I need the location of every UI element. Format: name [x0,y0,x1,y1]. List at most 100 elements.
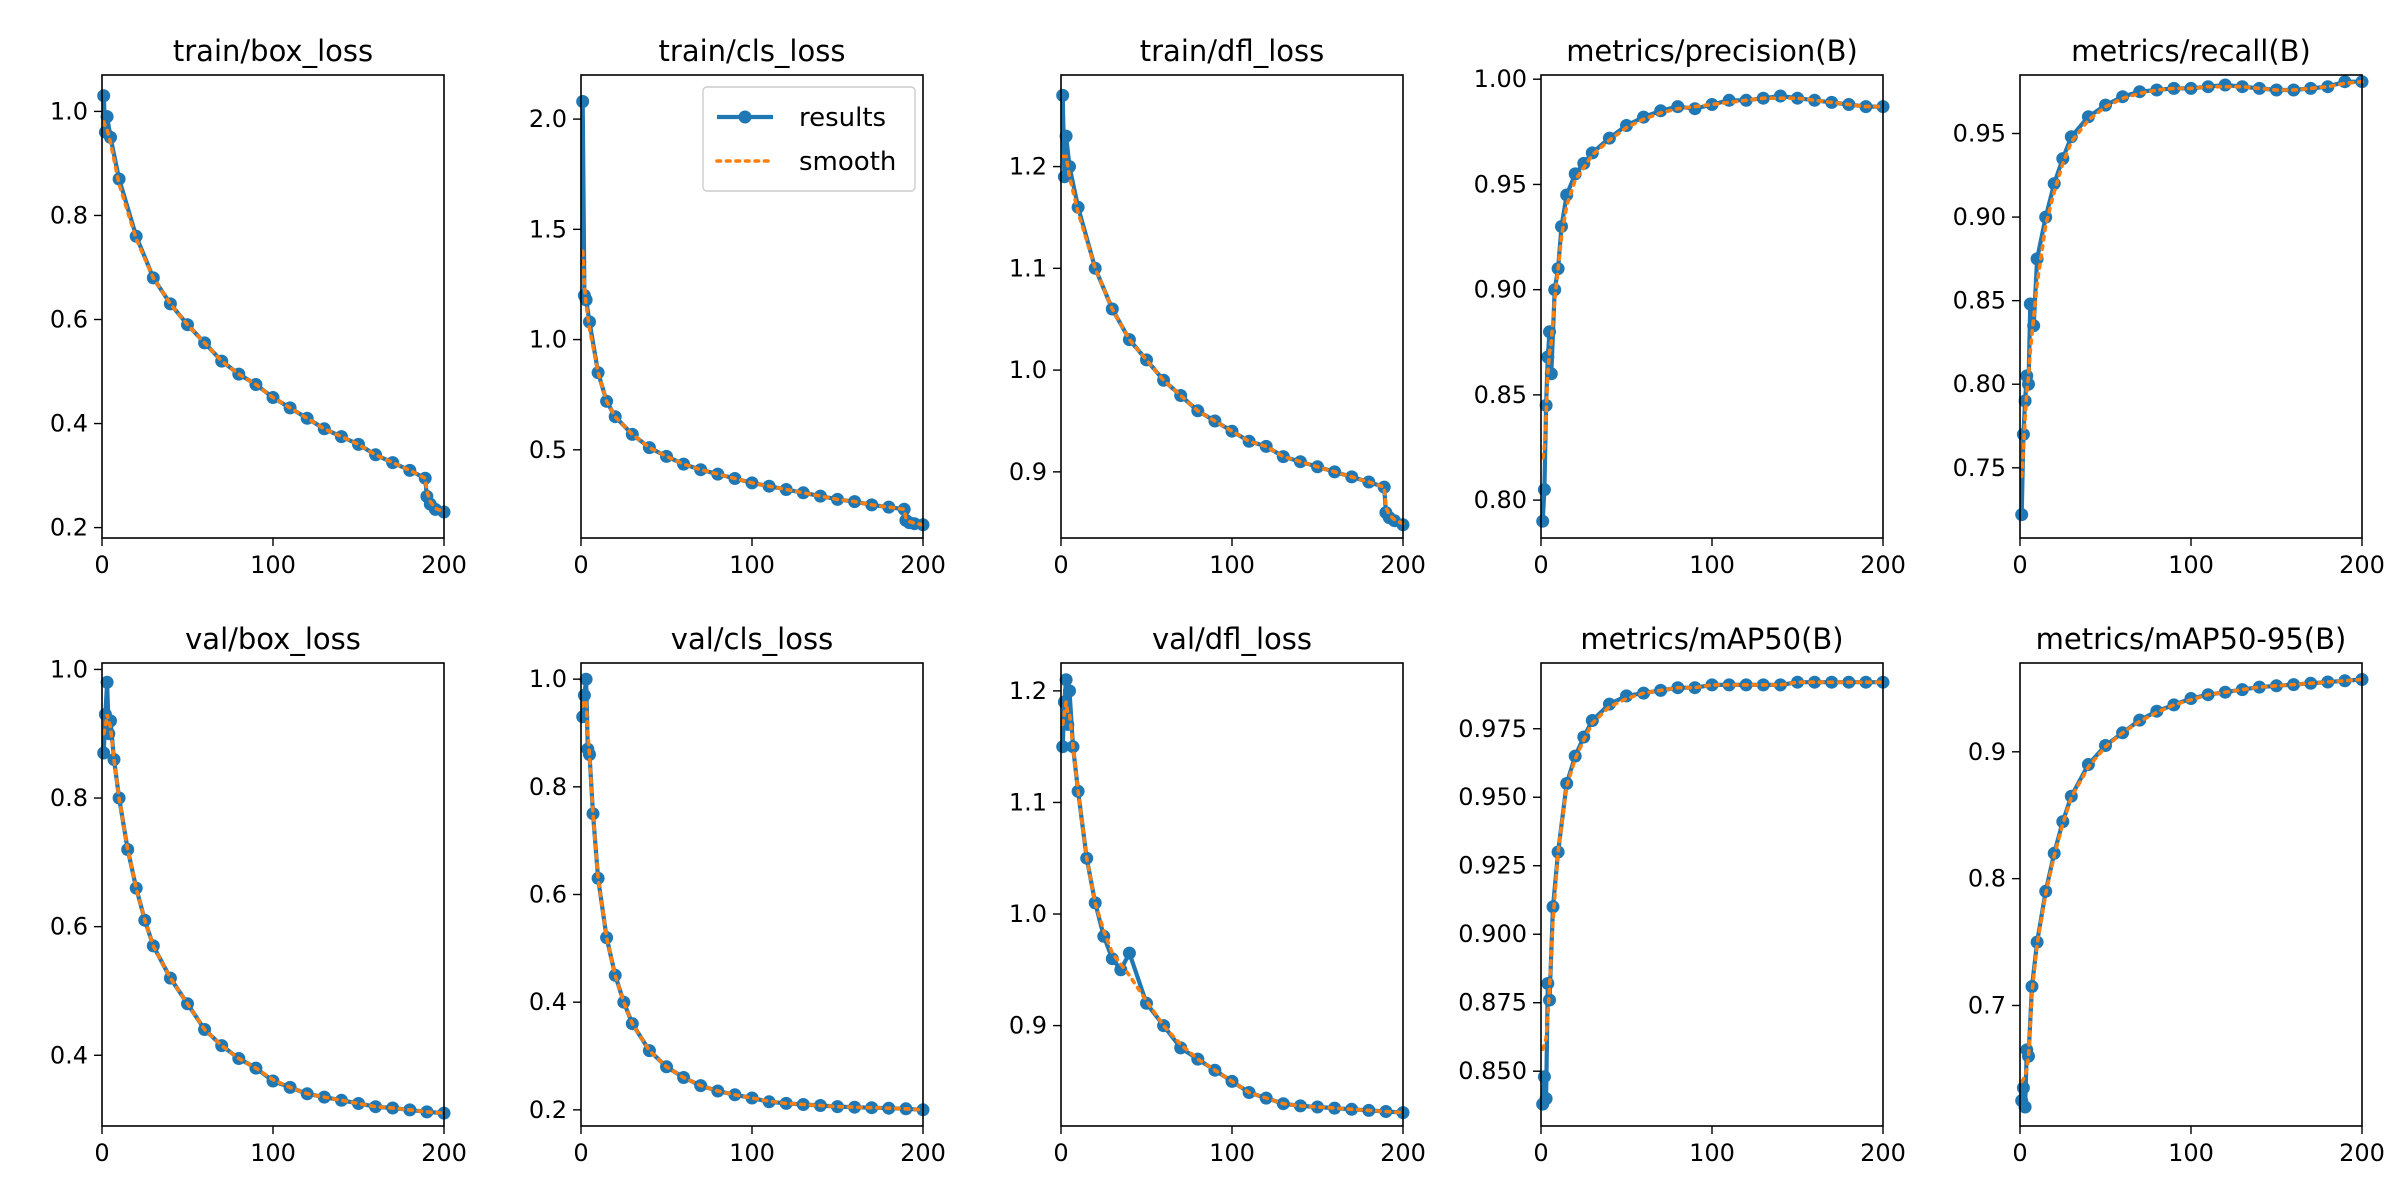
data-point-results [2039,210,2053,224]
data-point-results [762,1095,776,1109]
y-tick-label: 0.5 [529,436,567,464]
y-tick-label: 0.4 [50,410,88,438]
subplot-metrics-precision-b: metrics/precision(B) 0 100 200 0.80 0.85 0.90 0… [1474,34,1906,579]
y-tick-label: 0.95 [1953,120,2006,148]
subplot-title: val/box_loss [185,622,361,656]
y-tick-label: 1.0 [529,665,567,693]
x-tick-label: 100 [1209,1139,1255,1167]
data-point-results [1543,325,1556,339]
data-point-results [1122,946,1136,960]
data-point-results [1654,104,1668,118]
x-tick-label: 200 [900,551,946,579]
data-point-results [2338,674,2352,688]
x-tick-label: 200 [1380,1139,1426,1167]
x-tick-label: 0 [573,1139,588,1167]
y-tick-label: 1.00 [1474,65,1527,93]
subplot-train-dfl-loss: train/dfl_loss 0 100 200 0.9 1.0 1.1 1.2 [1009,34,1426,579]
data-point-results [1585,146,1599,160]
series-line-smooth [2019,79,2364,479]
subplot-train-cls-loss: train/cls_loss 0 100 200 0.5 1.0 1.5 2.0 results… [529,34,946,579]
y-tick-label: 0.85 [1953,287,2006,315]
data-point-results [100,110,114,124]
x-tick-label: 0 [94,551,109,579]
data-point-results [586,807,600,821]
y-tick-label: 0.80 [1953,370,2006,398]
x-tick-label: 100 [1689,1139,1735,1167]
y-tick-label: 1.0 [1009,356,1047,384]
y-tick-label: 0.4 [50,1041,88,1069]
data-point-results [2016,1081,2030,1095]
data-point-results [1056,88,1070,102]
legend-label-smooth: smooth [799,147,896,177]
subplot-val-dfl-loss: val/dfl_loss 0 100 200 0.9 1.0 1.1 1.2 [1009,622,1426,1167]
y-tick-label: 1.1 [1009,254,1047,282]
series-line-smooth [1060,701,1405,1115]
data-point-results [1056,740,1070,754]
x-tick-label: 0 [2012,1139,2027,1167]
y-tick-label: 1.2 [1009,677,1047,705]
subplot-title: metrics/mAP50(B) [1580,622,1843,656]
subplot-title: metrics/recall(B) [2071,34,2311,68]
data-point-results [100,675,114,689]
y-tick-label: 0.85 [1474,381,1527,409]
data-point-results [1705,678,1719,692]
x-tick-label: 100 [2168,1139,2214,1167]
x-tick-label: 0 [1533,551,1548,579]
subplot-val-box-loss: val/box_loss 0 100 200 0.4 0.6 0.8 1.0 [50,622,467,1167]
data-point-results [848,1100,862,1114]
y-tick-label: 1.0 [1009,900,1047,928]
y-tick-label: 1.0 [529,326,567,354]
data-point-results [2022,377,2035,391]
data-point-results [2023,297,2037,311]
y-tick-label: 1.1 [1009,788,1047,816]
data-point-results [1059,673,1073,687]
data-point-results [1174,1041,1188,1055]
x-tick-label: 200 [421,551,467,579]
data-point-results [403,463,417,477]
x-tick-label: 0 [94,1139,109,1167]
data-point-results [2047,177,2061,191]
subplot-title: train/cls_loss [659,34,846,68]
data-point-results [2321,80,2335,94]
data-point-results [1539,398,1553,412]
subplot-val-cls-loss: val/cls_loss 0 100 200 0.2 0.4 0.6 0.8 1.0 [529,622,946,1167]
x-tick-label: 0 [1053,551,1068,579]
y-tick-label: 0.850 [1458,1057,1527,1085]
subplot-metrics-map50-95-b: metrics/mAP50-95(B) 0 100 200 0.7 0.8 0.9 [1968,622,2385,1167]
y-tick-label: 0.8 [50,201,88,229]
legend-label-results: results [799,103,886,133]
x-tick-label: 0 [573,551,588,579]
y-tick-label: 0.2 [529,1096,567,1124]
data-point-results [1537,483,1551,497]
y-tick-label: 0.9 [1009,458,1047,486]
legend-box [702,86,916,192]
data-point-results [352,1097,365,1110]
x-tick-label: 0 [1533,1139,1548,1167]
x-tick-label: 200 [1860,551,1906,579]
y-tick-label: 0.6 [50,306,88,334]
y-tick-label: 0.8 [1968,865,2006,893]
data-point-results [2150,83,2164,97]
data-point-results [2018,1100,2032,1114]
subplot-title: val/cls_loss [671,622,833,656]
data-point-results [1705,98,1719,111]
data-point-results [1063,684,1076,698]
data-point-results [129,881,143,895]
y-tick-label: 0.900 [1458,920,1527,948]
y-tick-label: 0.925 [1458,852,1527,880]
data-point-results [2022,1049,2035,1063]
data-point-results [577,688,591,702]
data-point-results [1377,480,1391,494]
data-point-results [1602,697,1616,711]
y-tick-label: 0.7 [1968,991,2006,1019]
subplot-metrics-map50-b: metrics/mAP50(B) 0 100 200 0.850 0.875 0.900 0.… [1458,622,1906,1167]
data-point-results [1328,1101,1342,1115]
y-tick-label: 1.0 [50,97,88,125]
y-tick-label: 0.90 [1474,276,1527,304]
legend-marker-results [738,110,752,124]
x-tick-label: 100 [250,1139,296,1167]
x-tick-label: 100 [1689,551,1735,579]
series-line-smooth [101,713,446,1115]
